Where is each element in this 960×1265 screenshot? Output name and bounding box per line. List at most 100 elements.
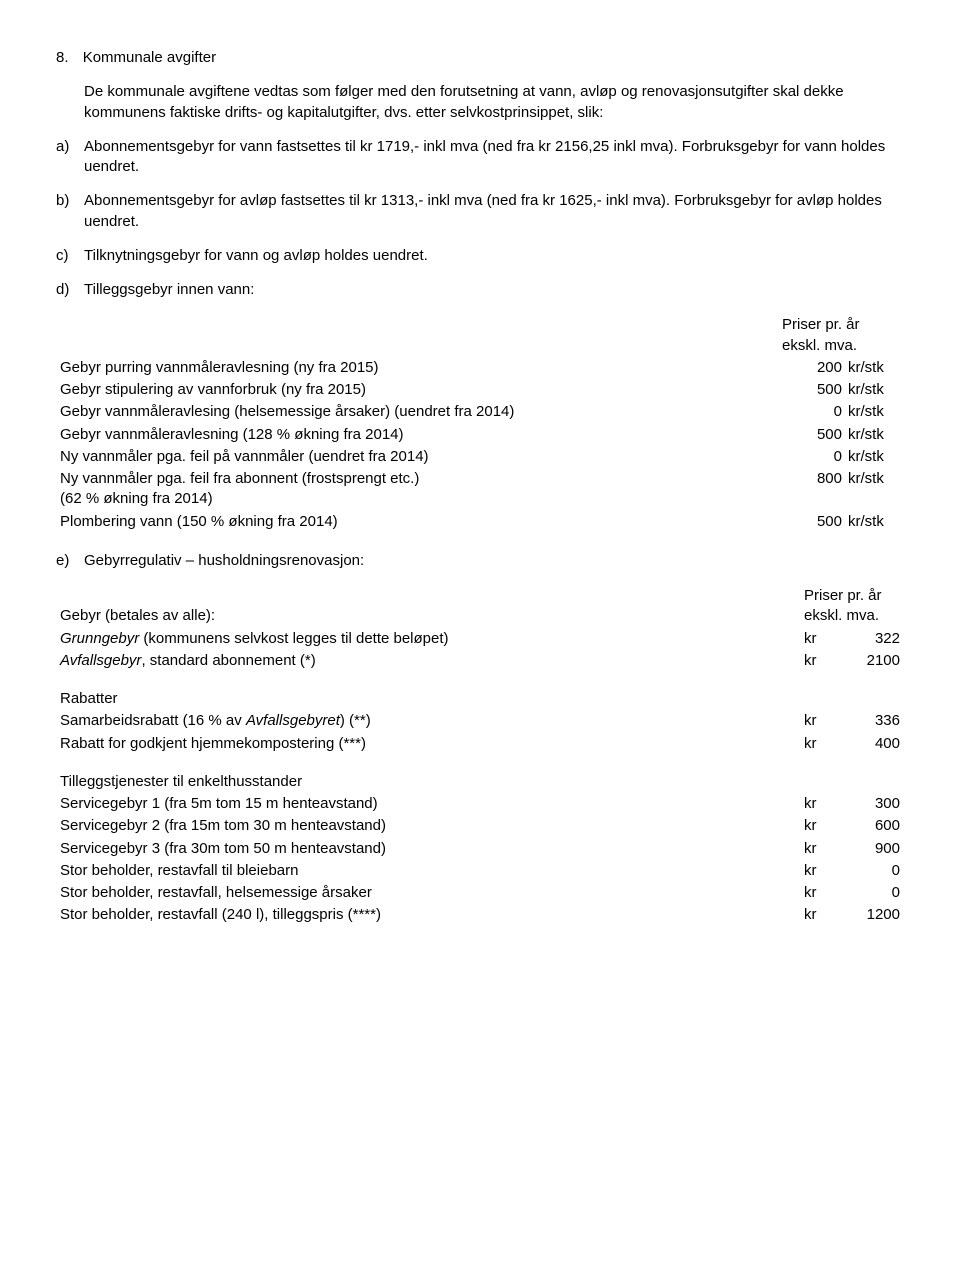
list-item-c: c) Tilknytningsgebyr for vann og avløp h… — [56, 246, 904, 266]
table-row: Gebyr vannmåleravlesing (helsemessige år… — [56, 401, 904, 423]
list-marker: a) — [56, 137, 84, 178]
table-row: Plombering vann (150 % økning fra 2014)5… — [56, 511, 904, 533]
cell-unit: kr/stk — [846, 424, 904, 446]
cell-currency: kr — [800, 815, 836, 837]
cell-value: 800 — [778, 468, 846, 511]
cell-desc: Ny vannmåler pga. feil på vannmåler (uen… — [56, 446, 778, 468]
cell-desc: Servicegebyr 1 (fra 5m tom 15 m henteavs… — [56, 793, 800, 815]
table-row: Grunngebyr (kommunens selvkost legges ti… — [56, 628, 904, 650]
cell-desc: Rabatt for godkjent hjemmekompostering (… — [56, 733, 800, 755]
cell-currency: kr — [800, 882, 836, 904]
table-header: Priser pr. år — [782, 316, 860, 333]
table-row: Stor beholder, restavfall, helsemessige … — [56, 882, 904, 904]
list-item-a: a) Abonnementsgebyr for vann fastsettes … — [56, 137, 904, 178]
cell-desc: Stor beholder, restavfall (240 l), tille… — [56, 904, 800, 926]
cell-amount: 0 — [836, 860, 904, 882]
list-body: Tilleggsgebyr innen vann: — [84, 280, 904, 300]
list-marker: d) — [56, 280, 84, 300]
table-row: Ny vannmåler pga. feil fra abonnent (fro… — [56, 468, 904, 511]
cell-desc: Gebyr purring vannmåleravlesning (ny fra… — [56, 357, 778, 379]
cell-amount: 300 — [836, 793, 904, 815]
cell-desc: Samarbeidsrabatt (16 % av Avfallsgebyret… — [56, 710, 800, 732]
cell-amount: 400 — [836, 733, 904, 755]
cell-currency: kr — [800, 904, 836, 926]
table-row: Stor beholder, restavfall (240 l), tille… — [56, 904, 904, 926]
table-gebyrregulativ: Gebyr (betales av alle): Priser pr. år e… — [56, 585, 904, 927]
list-marker: e) — [56, 551, 84, 571]
section-heading: 8. Kommunale avgifter — [56, 48, 904, 68]
cell-value: 500 — [778, 424, 846, 446]
cell-amount: 2100 — [836, 650, 904, 672]
cell-desc: Gebyr vannmåleravlesing (helsemessige år… — [56, 401, 778, 423]
cell-desc: Avfallsgebyr, standard abonnement (*) — [56, 650, 800, 672]
cell-unit: kr/stk — [846, 511, 904, 533]
table-header: Priser pr. år — [804, 587, 882, 604]
cell-amount: 336 — [836, 710, 904, 732]
group-label: Rabatter — [56, 688, 800, 710]
list-item-d: d) Tilleggsgebyr innen vann: — [56, 280, 904, 300]
intro-paragraph: De kommunale avgiftene vedtas som følger… — [84, 82, 904, 123]
cell-unit: kr/stk — [846, 401, 904, 423]
table-header: ekskl. mva. — [782, 337, 857, 354]
cell-amount: 1200 — [836, 904, 904, 926]
cell-desc: Grunngebyr (kommunens selvkost legges ti… — [56, 628, 800, 650]
cell-unit: kr/stk — [846, 357, 904, 379]
table-row: Gebyr stipulering av vannforbruk (ny fra… — [56, 379, 904, 401]
table-row: Tilleggstjenester til enkelthusstander — [56, 771, 904, 793]
list-body: Abonnementsgebyr for vann fastsettes til… — [84, 137, 904, 178]
cell-desc: Gebyr vannmåleravlesning (128 % økning f… — [56, 424, 778, 446]
cell-currency: kr — [800, 650, 836, 672]
section-title: Kommunale avgifter — [83, 49, 216, 66]
table-header: ekskl. mva. — [804, 607, 879, 624]
cell-value: 500 — [778, 379, 846, 401]
cell-unit: kr/stk — [846, 379, 904, 401]
cell-amount: 0 — [836, 882, 904, 904]
table-header-row: Gebyr (betales av alle): Priser pr. år e… — [56, 585, 904, 628]
cell-desc: Servicegebyr 2 (fra 15m tom 30 m henteav… — [56, 815, 800, 837]
cell-currency: kr — [800, 860, 836, 882]
table-row: Gebyr vannmåleravlesning (128 % økning f… — [56, 424, 904, 446]
cell-amount: 322 — [836, 628, 904, 650]
table-row: Servicegebyr 2 (fra 15m tom 30 m henteav… — [56, 815, 904, 837]
group-label: Gebyr (betales av alle): — [56, 585, 800, 628]
table-row: Stor beholder, restavfall til bleiebarnk… — [56, 860, 904, 882]
list-body: Gebyrregulativ – husholdningsrenovasjon: — [84, 551, 904, 571]
table-row: Gebyr purring vannmåleravlesning (ny fra… — [56, 357, 904, 379]
list-item-b: b) Abonnementsgebyr for avløp fastsettes… — [56, 191, 904, 232]
table-tilleggsgebyr-vann: Priser pr. år ekskl. mva. Gebyr purring … — [56, 314, 904, 533]
table-row: Ny vannmåler pga. feil på vannmåler (uen… — [56, 446, 904, 468]
list-marker: c) — [56, 246, 84, 266]
cell-desc: Stor beholder, restavfall, helsemessige … — [56, 882, 800, 904]
cell-desc: Ny vannmåler pga. feil fra abonnent (fro… — [56, 468, 778, 511]
cell-unit: kr/stk — [846, 468, 904, 511]
cell-desc: Stor beholder, restavfall til bleiebarn — [56, 860, 800, 882]
list-item-e: e) Gebyrregulativ – husholdningsrenovasj… — [56, 551, 904, 571]
table-row: Rabatt for godkjent hjemmekompostering (… — [56, 733, 904, 755]
cell-value: 0 — [778, 401, 846, 423]
section-number: 8. — [56, 49, 69, 66]
cell-currency: kr — [800, 838, 836, 860]
table-row: Avfallsgebyr, standard abonnement (*)kr2… — [56, 650, 904, 672]
cell-unit: kr/stk — [846, 446, 904, 468]
table-header-row: Priser pr. år ekskl. mva. — [56, 314, 904, 357]
cell-desc: Plombering vann (150 % økning fra 2014) — [56, 511, 778, 533]
cell-amount: 900 — [836, 838, 904, 860]
table-row: Servicegebyr 3 (fra 30m tom 50 m henteav… — [56, 838, 904, 860]
cell-value: 500 — [778, 511, 846, 533]
cell-value: 0 — [778, 446, 846, 468]
table-row: Rabatter — [56, 688, 904, 710]
list-marker: b) — [56, 191, 84, 232]
group-label: Tilleggstjenester til enkelthusstander — [56, 771, 800, 793]
list-body: Abonnementsgebyr for avløp fastsettes ti… — [84, 191, 904, 232]
cell-currency: kr — [800, 793, 836, 815]
cell-currency: kr — [800, 628, 836, 650]
list-body: Tilknytningsgebyr for vann og avløp hold… — [84, 246, 904, 266]
table-row: Samarbeidsrabatt (16 % av Avfallsgebyret… — [56, 710, 904, 732]
cell-currency: kr — [800, 733, 836, 755]
cell-value: 200 — [778, 357, 846, 379]
cell-currency: kr — [800, 710, 836, 732]
table-row: Servicegebyr 1 (fra 5m tom 15 m henteavs… — [56, 793, 904, 815]
cell-desc: Gebyr stipulering av vannforbruk (ny fra… — [56, 379, 778, 401]
cell-amount: 600 — [836, 815, 904, 837]
cell-desc: Servicegebyr 3 (fra 30m tom 50 m henteav… — [56, 838, 800, 860]
